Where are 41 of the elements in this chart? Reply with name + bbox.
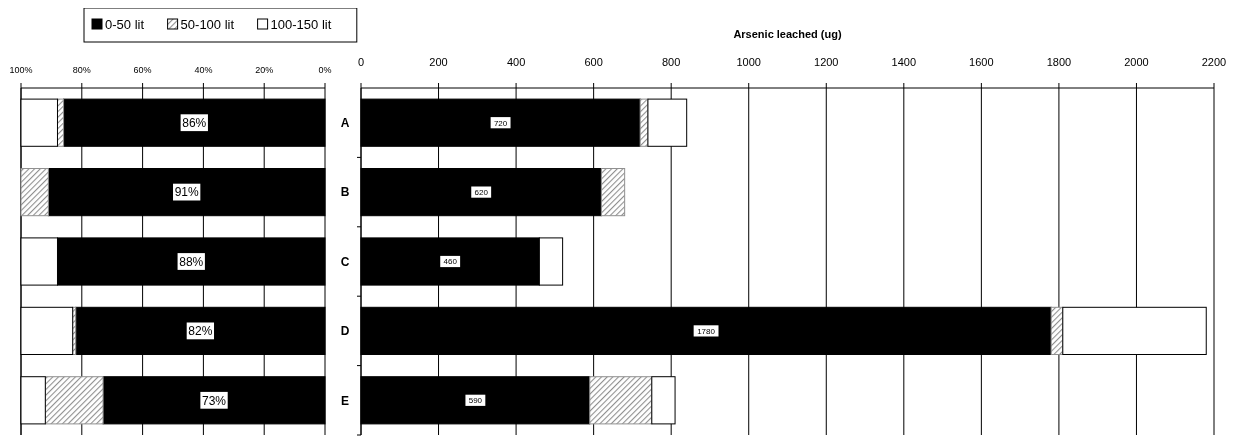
- x-tick-label: 80%: [72, 65, 91, 75]
- data-label: 590: [468, 396, 483, 406]
- bar: [589, 376, 653, 425]
- bar: [44, 376, 104, 425]
- x-tick-label: 2200: [1201, 56, 1227, 68]
- x-tick-label: 1800: [1046, 56, 1072, 68]
- x-tick-label: 400: [506, 56, 526, 68]
- x-tick-label: 0: [357, 56, 365, 68]
- x-axis-title: Arsenic leached (ug): [733, 28, 842, 40]
- data-label: 73%: [202, 393, 227, 408]
- legend-label: 100-150 lit: [270, 17, 332, 32]
- legend-label: 50-100 lit: [180, 17, 235, 32]
- x-tick-label: 1400: [891, 56, 917, 68]
- data-label: 82%: [188, 324, 213, 339]
- x-tick-label: 600: [584, 56, 603, 68]
- data-label: 88%: [179, 254, 204, 269]
- x-tick-label: 1000: [736, 56, 761, 68]
- x-tick-label: 2000: [1124, 56, 1149, 68]
- data-label: 620: [474, 187, 489, 197]
- x-tick-label: 60%: [133, 65, 152, 75]
- y-tick-label: B: [340, 185, 350, 200]
- data-label: 460: [443, 257, 458, 267]
- x-tick-label: 20%: [255, 65, 274, 75]
- data-label: 86%: [182, 115, 207, 130]
- bar: [600, 168, 626, 217]
- y-tick-label: D: [340, 324, 350, 339]
- x-tick-label: 0%: [318, 65, 332, 75]
- legend-label: 0-50 lit: [105, 17, 145, 32]
- x-tick-label: 1200: [814, 56, 839, 68]
- data-label: 720: [493, 118, 508, 128]
- x-tick-label: 200: [429, 56, 448, 68]
- x-tick-label: 800: [662, 56, 681, 68]
- bar: [20, 168, 49, 217]
- data-label: 91%: [174, 185, 200, 200]
- x-tick-label: 40%: [194, 65, 213, 75]
- y-tick-label: E: [340, 393, 350, 408]
- y-tick-label: C: [340, 254, 350, 269]
- x-tick-label: 1600: [969, 56, 994, 68]
- data-label: 1780: [697, 326, 716, 336]
- x-tick-label: 100%: [9, 65, 33, 75]
- y-tick-label: A: [340, 115, 350, 130]
